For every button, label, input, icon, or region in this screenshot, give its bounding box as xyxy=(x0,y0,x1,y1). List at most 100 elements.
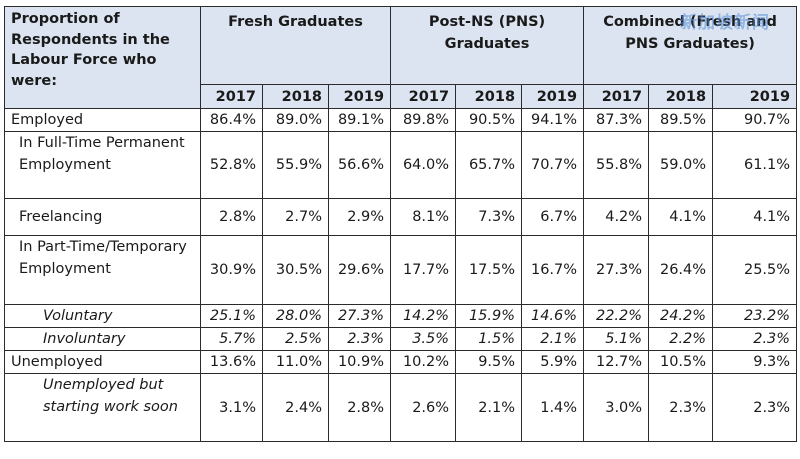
value-cell: 2.3% xyxy=(327,327,392,351)
year-header: 2019 xyxy=(327,84,392,109)
value-cell: 89.8% xyxy=(390,108,457,132)
table-row: Involuntary 5.7% 2.5% 2.3% 3.5% 1.5% 2.1% 5.1% 2… xyxy=(4,327,798,351)
value-cell: 90.7% xyxy=(712,108,798,132)
row-label: Unemployed but starting work soon xyxy=(4,373,201,442)
value-cell: 87.3% xyxy=(583,108,650,132)
value-cell: 10.9% xyxy=(327,350,392,374)
table-row: In Full-Time Permanent Employment 52.8% 55… xyxy=(4,131,798,199)
value-cell: 26.4% xyxy=(648,235,714,305)
value-cell: 2.8% xyxy=(327,373,392,442)
year-header: 2019 xyxy=(712,84,798,109)
corner-header: Proportion of Respondents in the Labour … xyxy=(4,6,201,109)
value-cell: 2.6% xyxy=(390,373,457,442)
value-cell: 89.5% xyxy=(648,108,714,132)
group-header-fresh: Fresh Graduates xyxy=(199,6,392,85)
value-cell: 56.6% xyxy=(327,131,392,199)
value-cell: 11.0% xyxy=(262,350,329,374)
value-cell: 70.7% xyxy=(521,131,585,199)
value-cell: 86.4% xyxy=(200,108,263,132)
value-cell: 61.1% xyxy=(712,131,798,199)
value-cell: 4.2% xyxy=(583,198,650,236)
value-cell: 8.1% xyxy=(390,198,457,236)
value-cell: 14.6% xyxy=(521,304,585,328)
value-cell: 90.5% xyxy=(455,108,523,132)
row-label: In Part-Time/Temporary Employment xyxy=(4,235,201,305)
row-label: Voluntary xyxy=(4,304,201,328)
value-cell: 2.5% xyxy=(262,327,329,351)
value-cell: 52.8% xyxy=(200,131,263,199)
value-cell: 3.0% xyxy=(583,373,650,442)
value-cell: 89.0% xyxy=(262,108,329,132)
value-cell: 28.0% xyxy=(262,304,329,328)
value-cell: 5.1% xyxy=(583,327,650,351)
value-cell: 89.1% xyxy=(327,108,392,132)
value-cell: 10.5% xyxy=(648,350,714,374)
value-cell: 17.5% xyxy=(455,235,523,305)
value-cell: 64.0% xyxy=(390,131,457,199)
year-header: 2018 xyxy=(455,84,523,109)
value-cell: 29.6% xyxy=(327,235,392,305)
value-cell: 3.1% xyxy=(200,373,263,442)
value-cell: 55.8% xyxy=(583,131,650,199)
row-label: In Full-Time Permanent Employment xyxy=(4,131,201,199)
value-cell: 2.1% xyxy=(455,373,523,442)
table-row: Voluntary 25.1% 28.0% 27.3% 14.2% 15.9% 14.6% 2… xyxy=(4,304,798,328)
value-cell: 2.2% xyxy=(648,327,714,351)
value-cell: 13.6% xyxy=(200,350,263,374)
value-cell: 2.1% xyxy=(521,327,585,351)
value-cell: 16.7% xyxy=(521,235,585,305)
year-header: 2017 xyxy=(200,84,263,109)
value-cell: 22.2% xyxy=(583,304,650,328)
value-cell: 4.1% xyxy=(712,198,798,236)
year-header: 2019 xyxy=(521,84,585,109)
value-cell: 2.8% xyxy=(200,198,263,236)
year-header: 2017 xyxy=(390,84,457,109)
value-cell: 2.3% xyxy=(712,373,798,442)
value-cell: 9.5% xyxy=(455,350,523,374)
labour-force-table: Proportion of Respondents in the Labour … xyxy=(4,6,798,442)
row-label: Unemployed xyxy=(4,350,201,374)
table-body: Employed 86.4% 89.0% 89.1% 89.8% 90.5% 94.1% 87… xyxy=(4,108,798,442)
table-row: Unemployed 13.6% 11.0% 10.9% 10.2% 9.5% 5.9% 12… xyxy=(4,350,798,374)
row-label: Employed xyxy=(4,108,201,132)
value-cell: 23.2% xyxy=(712,304,798,328)
value-cell: 5.7% xyxy=(200,327,263,351)
value-cell: 30.5% xyxy=(262,235,329,305)
table-row: In Part-Time/Temporary Employment 30.9% 30… xyxy=(4,235,798,305)
value-cell: 12.7% xyxy=(583,350,650,374)
value-cell: 7.3% xyxy=(455,198,523,236)
watermark-text: 新加坡新闻 xyxy=(680,13,770,33)
table-row: Employed 86.4% 89.0% 89.1% 89.8% 90.5% 94.1% 87… xyxy=(4,108,798,132)
value-cell: 25.5% xyxy=(712,235,798,305)
value-cell: 27.3% xyxy=(327,304,392,328)
value-cell: 65.7% xyxy=(455,131,523,199)
row-label: Freelancing xyxy=(4,198,201,236)
value-cell: 10.2% xyxy=(390,350,457,374)
value-cell: 59.0% xyxy=(648,131,714,199)
value-cell: 17.7% xyxy=(390,235,457,305)
value-cell: 2.3% xyxy=(712,327,798,351)
value-cell: 55.9% xyxy=(262,131,329,199)
year-header: 2017 xyxy=(583,84,650,109)
value-cell: 25.1% xyxy=(200,304,263,328)
group-header-combined: Combined (Fresh and PNS Graduates) xyxy=(583,6,798,85)
value-cell: 3.5% xyxy=(390,327,457,351)
value-cell: 2.3% xyxy=(648,373,714,442)
value-cell: 1.4% xyxy=(521,373,585,442)
value-cell: 4.1% xyxy=(648,198,714,236)
value-cell: 2.9% xyxy=(327,198,392,236)
value-cell: 94.1% xyxy=(521,108,585,132)
value-cell: 6.7% xyxy=(521,198,585,236)
group-header-pns: Post-NS (PNS) Graduates xyxy=(390,6,585,85)
value-cell: 15.9% xyxy=(455,304,523,328)
row-label: Involuntary xyxy=(4,327,201,351)
value-cell: 5.9% xyxy=(521,350,585,374)
year-header: 2018 xyxy=(262,84,329,109)
value-cell: 30.9% xyxy=(200,235,263,305)
value-cell: 24.2% xyxy=(648,304,714,328)
table-row: Unemployed but starting work soon 3.1% 2.4… xyxy=(4,373,798,442)
value-cell: 9.3% xyxy=(712,350,798,374)
value-cell: 14.2% xyxy=(390,304,457,328)
table-row: Freelancing 2.8% 2.7% 2.9% 8.1% 7.3% 6.7% 4.2% 4… xyxy=(4,198,798,236)
year-header: 2018 xyxy=(648,84,714,109)
